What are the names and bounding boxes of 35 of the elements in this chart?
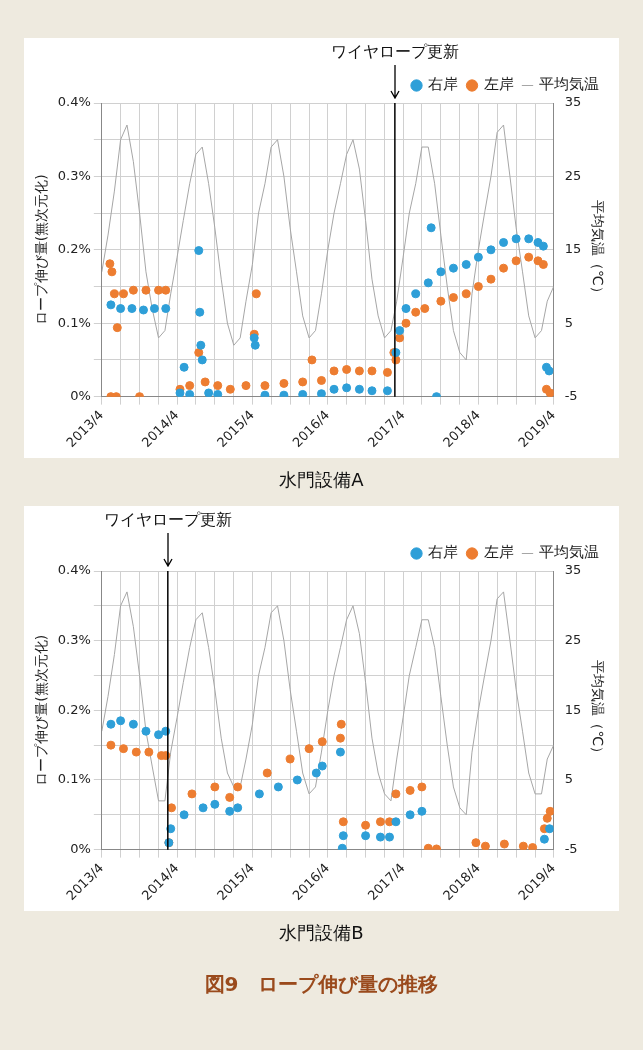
y-tick-label: 0.2% xyxy=(57,701,91,717)
y-tick-label: 0.4% xyxy=(57,94,91,110)
y2-axis-title: 平均気温（℃） xyxy=(589,660,606,761)
y2-tick-label: 5 xyxy=(564,314,573,330)
y2-tick-label: 15 xyxy=(564,701,582,717)
y-tick-label: 0.3% xyxy=(57,632,91,648)
text: 水門設備B xyxy=(278,921,365,945)
y-tick-label: 0.2% xyxy=(57,241,91,257)
y-tick-label: 0% xyxy=(70,388,91,403)
caption: 図9 ロープ伸び量の推移 xyxy=(203,971,440,998)
y2-tick-label: 35 xyxy=(564,562,582,578)
y-tick-label: 0.3% xyxy=(57,167,91,183)
ref-line-label: ワイヤロープ更新 xyxy=(103,510,232,530)
ref-line-label: ワイヤロープ更新 xyxy=(330,42,459,62)
y2-tick-label: 25 xyxy=(564,632,582,648)
y2-tick-label: -5 xyxy=(564,841,578,856)
legend-label: 左岸 xyxy=(483,75,514,94)
y2-tick-label: 25 xyxy=(564,167,582,183)
legend-label: 左岸 xyxy=(483,543,514,562)
y2-tick-label: 35 xyxy=(564,94,582,110)
legend-label: 平均気温 xyxy=(539,543,599,562)
y-tick-label: 0.1% xyxy=(57,771,91,787)
text: 水門設備A xyxy=(278,468,365,492)
y-axis-title: ロープ伸び量(無次元化) xyxy=(33,634,50,786)
y2-tick-label: 5 xyxy=(564,771,573,787)
y-tick-label: 0.4% xyxy=(57,562,91,578)
legend-label: 右岸 xyxy=(428,543,458,562)
y2-tick-label: 15 xyxy=(564,241,582,257)
y-tick-label: 0% xyxy=(70,841,91,856)
legend-label: 右岸 xyxy=(428,75,458,94)
y2-axis-title: 平均気温（℃） xyxy=(589,199,606,300)
y2-tick-label: -5 xyxy=(564,388,578,403)
y-axis-title: ロープ伸び量(無次元化) xyxy=(33,174,50,326)
y-tick-label: 0.1% xyxy=(57,314,91,330)
legend-label: 平均気温 xyxy=(539,75,599,94)
